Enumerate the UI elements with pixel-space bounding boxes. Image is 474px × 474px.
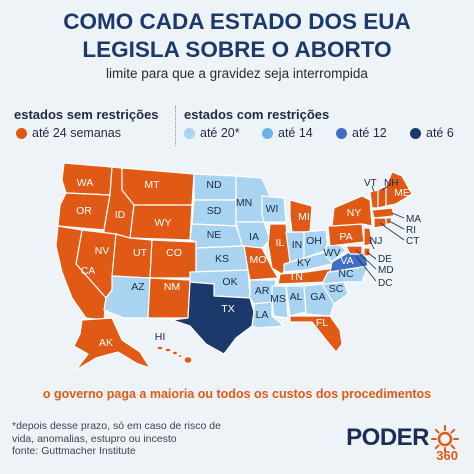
state-IA [235,221,271,249]
label-OK: OK [222,276,237,288]
state-HI [156,345,193,365]
note: *depois desse prazo, só em caso de risco… [12,420,221,458]
sun-icon [431,425,459,453]
title-line-1: COMO CADA ESTADO DOS EUA [63,9,411,34]
state-TX [171,281,255,355]
source-line: fonte: Guttmacher Institute [12,445,136,457]
label-AR: AR [255,285,270,297]
label-MI: MI [298,211,310,223]
label-RI: RI [406,225,416,236]
label-TX: TX [221,303,234,315]
label-WA: WA [77,177,94,189]
label-NC: NC [338,268,354,280]
label-MA: MA [406,214,421,225]
label-NV: NV [95,245,110,257]
legend-group1-title: estados sem restrições [14,107,159,122]
state-VT [369,189,379,209]
label-ME: ME [394,187,410,199]
label-IA: IA [249,231,259,243]
label-DC: DC [378,278,392,289]
title-line-2: LEGISLA SOBRE O ABORTO [82,37,392,62]
label-MO: MO [250,254,267,266]
legend-group2-title: estados com restrições [184,107,330,122]
state-NY [331,195,373,227]
label-MS: MS [270,293,286,305]
page-title: COMO CADA ESTADO DOS EUA LEGISLA SOBRE O… [0,8,474,64]
legend-item-24: até 24 semanas [16,126,121,140]
state-CO [149,239,197,279]
logo-word: PODER [346,424,429,451]
state-MS [271,285,289,319]
label-MT: MT [144,179,160,191]
label-UT: UT [133,247,148,259]
label-NM: NM [164,281,180,293]
label-AZ: AZ [131,281,145,293]
label-OR: OR [76,205,92,217]
legend-label-14: até 14 [278,126,313,140]
label-SC: SC [329,283,344,295]
label-IN: IN [292,239,303,251]
label-OH: OH [306,235,322,247]
legend-item-12: até 12 [336,126,387,140]
label-MN: MN [236,197,252,209]
label-CO: CO [166,247,182,259]
legend-divider [175,106,176,146]
label-AK: AK [99,337,113,349]
legend-swatch-12 [336,127,347,139]
label-ND: ND [206,179,222,191]
legend-label-24: até 24 semanas [32,126,121,140]
label-KY: KY [297,257,311,269]
legend-swatch-20 [184,127,195,139]
label-HI: HI [155,331,166,343]
legend-swatch-6 [410,127,421,139]
legend-item-6: até 6 [410,126,454,140]
legend-label-6: até 6 [426,126,454,140]
us-map: WA OR ID MT WY NV CA UT CO AZ NM ND SD N… [55,162,421,371]
legend-swatch-14 [262,127,273,139]
state-OR [57,192,111,231]
label-KS: KS [215,253,229,265]
label-NY: NY [347,207,362,219]
label-VT: VT [364,178,377,189]
state-WI [261,195,287,223]
label-DE: DE [378,254,392,265]
state-NH [377,185,387,209]
logo: PODER 360 [346,424,460,463]
label-NH: NH [384,178,398,189]
state-AK [73,317,151,371]
label-CT: CT [406,236,419,247]
legend-swatch-24 [16,127,27,139]
state-MO [243,245,279,281]
label-FL: FL [316,317,328,329]
note-line-2: vida, anomalias, estupro ou incesto [12,432,177,445]
label-SD: SD [207,205,222,217]
label-LA: LA [256,309,269,321]
label-ID: ID [115,209,126,221]
state-MA [371,207,395,219]
label-MD: MD [378,265,394,276]
label-NJ: NJ [370,235,383,247]
legend-item-14: até 14 [262,126,313,140]
label-VA: VA [340,255,353,267]
label-IL: IL [276,237,285,249]
label-GA: GA [310,291,325,303]
legend-label-20: até 20* [200,126,240,140]
state-ME [385,171,413,207]
label-PA: PA [339,231,352,243]
label-WV: WV [324,247,341,259]
label-WI: WI [266,203,279,215]
label-TN: TN [289,271,303,283]
label-CA: CA [81,265,96,277]
note-line-1: *depois desse prazo, só em caso de risco… [12,420,221,432]
logo-number: 360 [436,448,458,463]
state-FL [289,315,343,353]
footer-line: o governo paga a maioria ou todos os cus… [42,387,432,401]
label-WY: WY [155,217,172,229]
legend-label-12: até 12 [352,126,387,140]
label-NE: NE [207,229,222,241]
label-AL: AL [290,291,303,303]
subtitle: limite para que a gravidez seja interrom… [106,66,368,81]
legend-item-20: até 20* [184,126,240,140]
